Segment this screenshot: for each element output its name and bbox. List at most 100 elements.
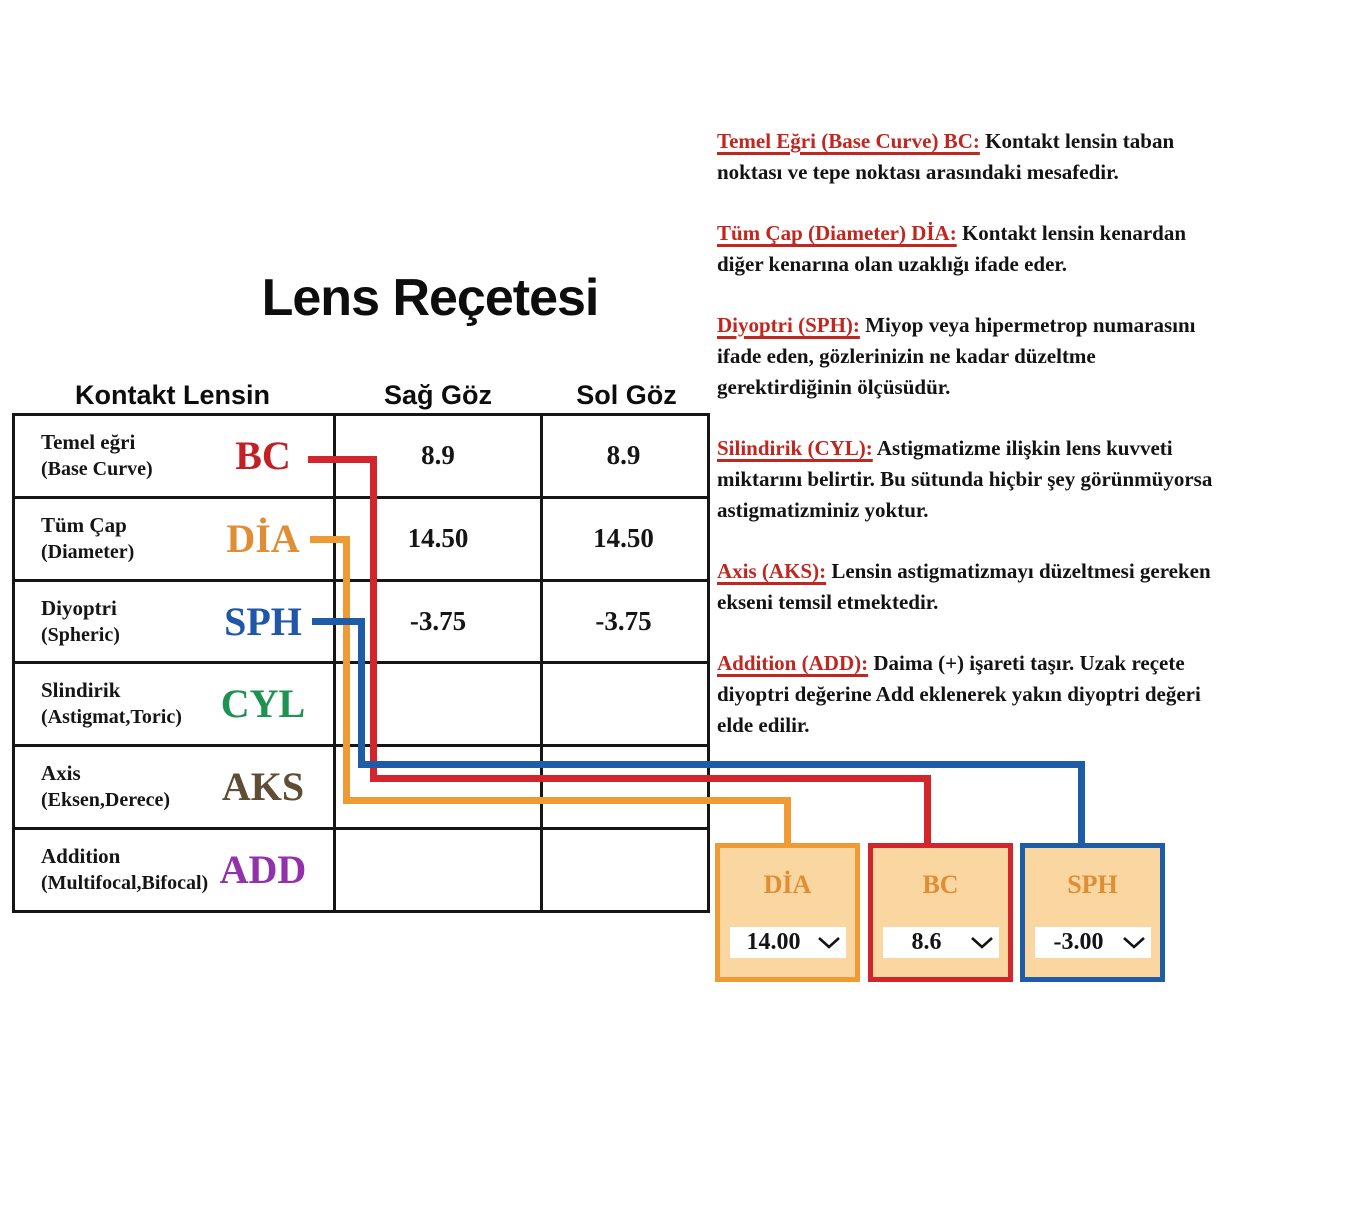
definition-line: Addition (ADD): Daima (+) işareti taşır.… — [717, 651, 1185, 675]
sph-connector-line — [1078, 761, 1085, 845]
row-label-sub: (Multifocal,Bifocal) — [41, 872, 209, 895]
page-title: Lens Reçetesi — [261, 269, 600, 327]
row-label-main: Axis — [41, 761, 81, 786]
definition-term: Silindirik (CYL): — [717, 436, 873, 460]
value-cell-right-eye — [333, 664, 540, 745]
value-cell-left-eye — [540, 747, 704, 828]
row-label: Temel eğri (Base Curve) — [15, 429, 217, 483]
value-cell-right-eye: 8.9 — [333, 416, 540, 496]
definition-term: Tüm Çap (Diameter) DİA: — [717, 221, 957, 245]
definition-term: Addition (ADD): — [717, 651, 869, 675]
definition-line: astigmatizminiz yoktur. — [717, 498, 929, 522]
definition-line: ifade eden, gözlerinizin ne kadar düzelt… — [717, 344, 1096, 368]
definition-term: Diyoptri (SPH): — [717, 313, 860, 337]
definition-paragraph: Diyoptri (SPH): Miyop veya hipermetrop n… — [717, 310, 1345, 403]
chevron-down-icon — [818, 936, 840, 949]
row-label-cell: Slindirik (Astigmat,Toric) CYL — [15, 664, 333, 744]
row-label-cell: Tüm Çap (Diameter) DİA — [15, 499, 333, 579]
bc-connector-line — [924, 775, 931, 845]
row-label: Addition (Multifocal,Bifocal) — [15, 843, 217, 897]
row-label-cell: Diyoptri (Spheric) SPH — [15, 582, 333, 662]
row-label-cell: Axis (Eksen,Derece) AKS — [15, 747, 333, 827]
column-header-kontakt-lensin: Kontakt Lensin — [74, 380, 270, 410]
definition-line: diğer kenarına olan uzaklığı ifade eder. — [717, 252, 1068, 276]
sph-connector-line — [358, 618, 365, 768]
dia-box: DİA 14.00 — [715, 843, 860, 982]
lens-table: Temel eğri (Base Curve) BC 8.9 8.9 Tüm Çap (Di… — [12, 413, 710, 913]
chevron-down-icon — [1123, 936, 1145, 949]
dia-connector-line — [343, 536, 350, 804]
row-label-sub: (Spheric) — [41, 623, 120, 646]
value-cell-right-eye — [333, 830, 540, 910]
definition-term: Temel Eğri (Base Curve) BC: — [717, 129, 980, 153]
sph-box: SPH -3.00 — [1020, 843, 1165, 982]
row-label-sub: (Diameter) — [41, 540, 135, 563]
dropdown-value: -3.00 — [1053, 929, 1104, 955]
definition-line: Axis (AKS): Lensin astigmatizmayı düzelt… — [717, 559, 1211, 583]
column-header-left-eye: Sol Göz — [576, 380, 677, 410]
value-cell-right-eye — [333, 747, 540, 828]
dia-connector-line — [310, 536, 350, 543]
definition-line: Temel Eğri (Base Curve) BC: Kontakt lens… — [717, 129, 1175, 153]
row-label-sub: (Eksen,Derece) — [41, 789, 171, 812]
row-label-main: Diyoptri — [41, 595, 117, 620]
table-row: Tüm Çap (Diameter) DİA 14.50 14.50 — [15, 495, 707, 579]
code-label-sph: SPH — [224, 598, 302, 644]
bc-connector-line — [370, 456, 377, 782]
value-cell-left-eye — [540, 664, 704, 745]
value-cell-left-eye: -3.75 — [540, 581, 704, 662]
bc-box: BC 8.6 — [868, 843, 1013, 982]
definitions-column: Temel Eğri (Base Curve) BC: Kontakt lens… — [717, 126, 1345, 771]
box-label-sph: SPH — [1067, 870, 1118, 899]
definition-paragraph: Tüm Çap (Diameter) DİA: Kontakt lensin k… — [717, 218, 1345, 280]
table-header-row: Kontakt Lensin Sağ Göz Sol Göz — [12, 378, 710, 412]
code-label-bc: BC — [235, 432, 291, 478]
row-label-main: Addition — [41, 844, 121, 869]
dia-connector-line — [784, 797, 791, 845]
dropdown-value: 8.6 — [911, 929, 942, 955]
row-label-sub: (Base Curve) — [41, 457, 153, 480]
row-label: Tüm Çap (Diameter) — [15, 512, 217, 566]
definition-line: elde edilir. — [717, 713, 810, 737]
definition-line: miktarını belirtir. Bu sütunda hiçbir şe… — [717, 467, 1213, 491]
bc-connector-line — [308, 456, 377, 463]
bc-connector-line — [370, 775, 931, 782]
definition-line: ekseni temsil etmektedir. — [717, 590, 939, 614]
definition-line: diyoptri değerine Add eklenerek yakın di… — [717, 682, 1201, 706]
row-label-cell: Temel eğri (Base Curve) BC — [15, 416, 333, 496]
chevron-down-icon — [971, 936, 993, 949]
row-label-main: Slindirik — [41, 678, 121, 703]
value-cell-right-eye: 14.50 — [333, 498, 540, 579]
definition-paragraph: Silindirik (CYL): Astigmatizme ilişkin l… — [717, 433, 1345, 526]
sph-connector-line — [312, 618, 365, 625]
dia-dropdown[interactable]: 14.00 — [730, 927, 846, 958]
column-header-right-eye: Sağ Göz — [383, 380, 492, 410]
sph-connector-line — [358, 761, 1085, 768]
definition-line: Diyoptri (SPH): Miyop veya hipermetrop n… — [717, 313, 1196, 337]
definition-term: Axis (AKS): — [717, 559, 827, 583]
dia-connector-line — [343, 797, 791, 804]
definition-paragraph: Temel Eğri (Base Curve) BC: Kontakt lens… — [717, 126, 1345, 188]
value-cell-left-eye: 8.9 — [540, 416, 704, 496]
row-label-cell: Addition (Multifocal,Bifocal) ADD — [15, 830, 333, 910]
code-label-cyl: CYL — [220, 681, 306, 727]
row-label: Slindirik (Astigmat,Toric) — [15, 677, 217, 731]
bc-dropdown[interactable]: 8.6 — [883, 927, 999, 958]
code-label-add: ADD — [219, 847, 307, 893]
definition-line: Tüm Çap (Diameter) DİA: Kontakt lensin k… — [717, 221, 1187, 245]
row-label: Axis (Eksen,Derece) — [15, 760, 217, 814]
definition-paragraph: Axis (AKS): Lensin astigmatizmayı düzelt… — [717, 556, 1345, 618]
sph-dropdown[interactable]: -3.00 — [1035, 927, 1151, 958]
table-row: Diyoptri (Spheric) SPH -3.75 -3.75 — [15, 578, 707, 662]
definition-line: gerektirdiğinin ölçüsüdür. — [717, 375, 951, 399]
definition-line: noktası ve tepe noktası arasındaki mesaf… — [717, 160, 1119, 184]
table-row: Addition (Multifocal,Bifocal) ADD — [15, 827, 707, 910]
box-label-bc: BC — [922, 870, 959, 899]
definition-line: Silindirik (CYL): Astigmatizme ilişkin l… — [717, 436, 1173, 460]
definition-paragraph: Addition (ADD): Daima (+) işareti taşır.… — [717, 648, 1345, 741]
code-label-aks: AKS — [221, 764, 305, 810]
row-label-sub: (Astigmat,Toric) — [41, 706, 182, 729]
dropdown-value: 14.00 — [746, 929, 801, 955]
row-label-main: Tüm Çap — [41, 512, 127, 537]
